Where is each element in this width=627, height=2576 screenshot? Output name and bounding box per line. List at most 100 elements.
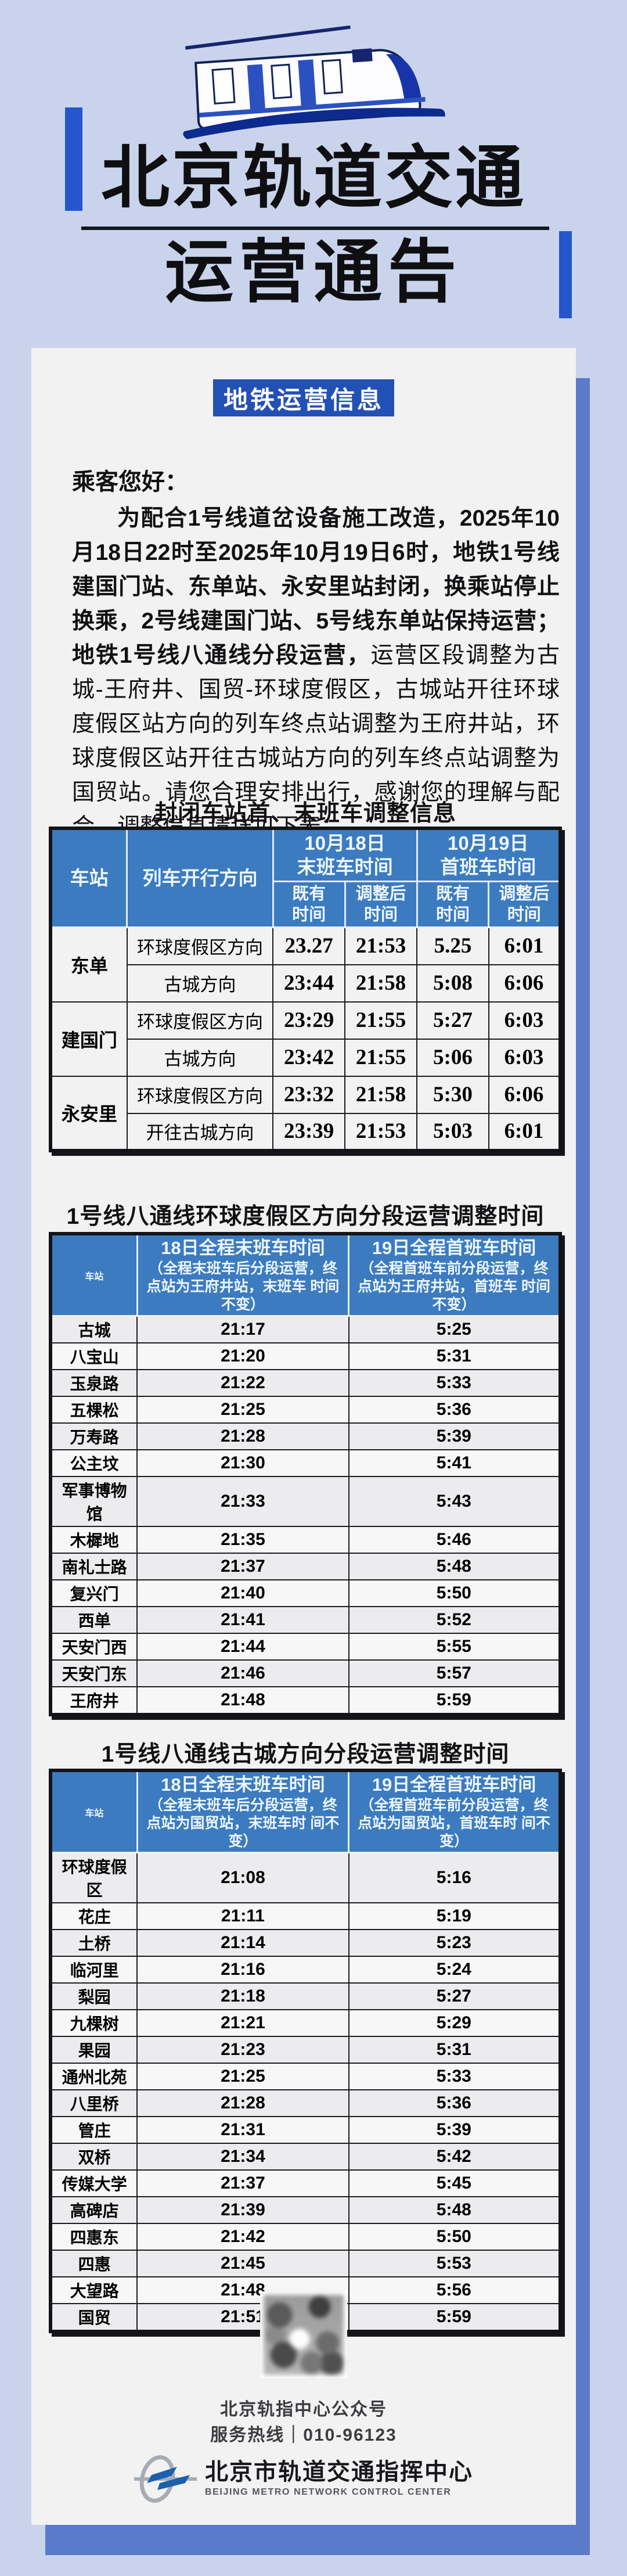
- first-train-cell: 5:16: [348, 1852, 561, 1903]
- header-note: （全程首班车前分段运营，终点站为王府井站，首班车 时间不变）: [358, 1260, 551, 1313]
- station-cell: 果园: [49, 2036, 138, 2064]
- last-train-cell: 21:30: [136, 1449, 349, 1477]
- col-header-station: 车站: [51, 1770, 138, 1853]
- table-row: 天安门东 21:46 5:57: [49, 1659, 561, 1687]
- last-train-cell: 21:17: [136, 1315, 349, 1343]
- closed-stations-table: 车站 列车开行方向 10月18日 末班车时间 10月19日 首班车时间 既有 时间 调整后 时间既…: [49, 827, 562, 1152]
- header-line: 时间: [364, 905, 398, 924]
- last-train-cell: 21:18: [136, 1982, 349, 2010]
- col-header-first-train: 19日全程首班车时间 （全程首班车前分段运营，终点站为国贸站，首班车时 间不变）: [348, 1770, 560, 1853]
- col-subheader-adjusted-time: 调整后 时间: [344, 880, 418, 928]
- col-header-first-train: 19日全程首班车时间 （全程首班车前分段运营，终点站为王府井站，首班车 时间不变）: [348, 1234, 560, 1317]
- table-row: 果园 21:23 5:31: [49, 2036, 561, 2064]
- table-row: 高碑店 21:39 5:48: [49, 2196, 561, 2224]
- org-name-en: BEIJING METRO NETWORK CONTROL CENTER: [205, 2487, 452, 2497]
- table-row: 双桥 21:34 5:42: [49, 2143, 561, 2171]
- table-row: 花庄 21:11 5:19: [49, 1902, 561, 1930]
- last-train-cell: 21:25: [136, 1396, 349, 1424]
- first-train-cell: 5:57: [348, 1659, 561, 1687]
- header-line: 既有: [435, 884, 470, 903]
- direction-cell: 环球度假区方向: [126, 1075, 274, 1114]
- station-cell: 环球度假区: [49, 1852, 138, 1903]
- header-line: 既有: [292, 884, 326, 903]
- station-cell: 东单: [50, 926, 128, 1003]
- qr-code: [260, 2291, 347, 2379]
- header-note: （全程首班车前分段运营，终点站为国贸站，首班车时 间不变）: [358, 1797, 551, 1849]
- table-row: 传媒大学 21:37 5:45: [49, 2169, 561, 2197]
- table-row: 八宝山 21:20 5:31: [49, 1342, 561, 1370]
- last-train-cell: 21:08: [136, 1852, 349, 1903]
- station-cell: 管庄: [49, 2116, 138, 2144]
- first-train-cell: 5:52: [348, 1606, 561, 1634]
- time-cell: 5:30: [416, 1075, 489, 1114]
- first-train-cell: 5:29: [348, 2009, 561, 2037]
- table-row: 四惠 21:45 5:53: [49, 2250, 561, 2277]
- time-cell: 5:27: [416, 1001, 489, 1040]
- table-row: 公主坟 21:30 5:41: [49, 1449, 561, 1477]
- official-account-label: 北京轨指中心公众号: [220, 2400, 387, 2419]
- closed-stations-timetable: 车站 列车开行方向 10月18日 末班车时间 10月19日 首班车时间 既有 时间 调整后 时间既…: [49, 827, 562, 1152]
- table-row: 通州北苑 21:25 5:33: [49, 2063, 561, 2090]
- table-row: 管庄 21:31 5:39: [49, 2116, 561, 2144]
- time-cell: 5.25: [416, 926, 489, 965]
- first-train-cell: 5:48: [348, 1553, 561, 1580]
- table-row: 梨园 21:18 5:27: [49, 1982, 561, 2010]
- gucheng-direction-timetable: 车站 18日全程末班车时间 （全程末班车后分段运营，终点站为国贸站，末班车时 间不变…: [49, 1769, 562, 2333]
- header-line: 时间: [292, 905, 326, 924]
- header-note: （全程末班车后分段运营，终点站为王府井站，末班车 时间不变）: [146, 1260, 340, 1313]
- notice-paragraph: 为配合1号线道岔设备施工改造，2025年10月18日22时至2025年10月19…: [72, 501, 560, 844]
- station-cell: 大望路: [49, 2276, 138, 2304]
- service-hotline-label: 服务热线｜010-96123: [210, 2426, 397, 2445]
- first-train-cell: 5:50: [348, 1579, 561, 1607]
- last-train-cell: 21:37: [136, 2169, 349, 2197]
- time-cell: 23:29: [272, 1001, 346, 1040]
- header-main: 18日全程末班车时间: [161, 1774, 325, 1795]
- station-cell: 万寿路: [49, 1422, 138, 1450]
- last-train-cell: 21:25: [136, 2063, 349, 2090]
- station-cell: 四惠: [49, 2250, 138, 2277]
- last-train-cell: 21:28: [136, 2089, 349, 2117]
- time-cell: 5:03: [416, 1112, 489, 1151]
- time-cell: 23:39: [272, 1112, 346, 1151]
- col-header-direction: 列车开行方向: [126, 828, 274, 928]
- page-title-line1: 北京轨道交通: [100, 140, 526, 217]
- station-cell: 木樨地: [49, 1526, 138, 1554]
- table-row: 古城方向 23:44 21:58 5:08 6:06: [51, 964, 561, 1003]
- station-cell: 王府井: [49, 1686, 138, 1715]
- table-row: 古城 21:17 5:25: [49, 1315, 561, 1343]
- time-cell: 21:58: [344, 964, 417, 1003]
- header-note: （全程末班车后分段运营，终点站为国贸站，末班车时 间不变）: [146, 1797, 340, 1849]
- first-train-cell: 5:48: [348, 2196, 561, 2224]
- time-cell: 6:03: [488, 1038, 561, 1077]
- header-line: 时间: [435, 905, 470, 924]
- col-header-last-train: 18日全程末班车时间 （全程末班车后分段运营，终点站为王府井站，末班车 时间不变）: [136, 1234, 350, 1317]
- table-row: 木樨地 21:35 5:46: [49, 1526, 561, 1554]
- first-train-cell: 5:33: [348, 2063, 561, 2090]
- time-cell: 23:42: [272, 1038, 346, 1077]
- first-train-cell: 5:31: [348, 1342, 561, 1370]
- first-train-cell: 5:50: [348, 2223, 561, 2251]
- direction-cell: 环球度假区方向: [126, 926, 274, 965]
- station-cell: 五棵松: [49, 1396, 138, 1424]
- last-train-cell: 21:28: [136, 1422, 349, 1450]
- table-row: 八里桥 21:28 5:36: [49, 2089, 561, 2117]
- header-line: 时间: [507, 905, 541, 924]
- header-main: 19日全程首班车时间: [372, 1238, 536, 1258]
- table-row: 万寿路 21:28 5:39: [49, 1422, 561, 1450]
- last-train-cell: 21:11: [136, 1902, 349, 1930]
- time-cell: 23.27: [272, 926, 346, 965]
- table-row: 复兴门 21:40 5:50: [49, 1579, 561, 1607]
- title-accent-bar-right: [559, 231, 572, 318]
- station-cell: 八宝山: [49, 1342, 138, 1370]
- last-train-cell: 21:16: [136, 1956, 349, 1984]
- station-cell: 天安门东: [49, 1659, 138, 1687]
- last-train-cell: 21:37: [136, 1553, 349, 1580]
- org-name-cn: 北京市轨道交通指挥中心: [205, 2459, 473, 2485]
- station-cell: 天安门西: [49, 1633, 138, 1661]
- first-train-cell: 5:53: [348, 2250, 561, 2277]
- header-main: 19日全程首班车时间: [372, 1774, 536, 1795]
- paragraph-segment: 2025年10月18日22时至2025年10月19日6时，地铁1号线建国门站、东…: [72, 506, 560, 668]
- last-train-cell: 21:23: [136, 2036, 349, 2064]
- first-train-cell: 5:33: [348, 1369, 561, 1397]
- last-train-cell: 21:48: [136, 1686, 349, 1715]
